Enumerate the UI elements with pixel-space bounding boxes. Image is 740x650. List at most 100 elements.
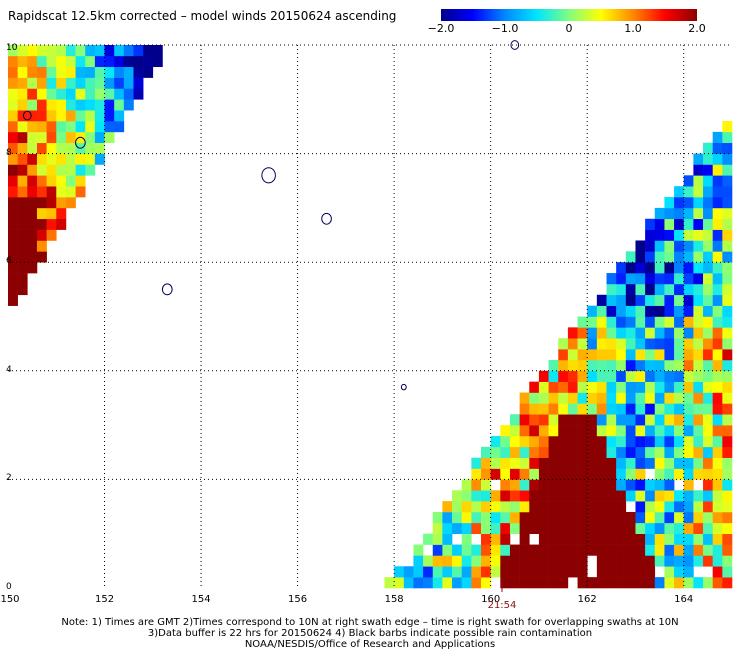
heatmap-cell bbox=[654, 511, 665, 524]
heatmap-cell bbox=[17, 66, 28, 78]
heatmap-cell bbox=[46, 186, 57, 198]
heatmap-cell bbox=[509, 522, 520, 534]
heatmap-cell bbox=[635, 273, 646, 285]
heatmap-cell bbox=[703, 511, 713, 524]
heatmap-cell bbox=[596, 370, 607, 382]
heatmap-cell bbox=[722, 392, 733, 404]
heatmap-cell bbox=[519, 522, 530, 534]
heatmap-cell bbox=[471, 501, 482, 513]
heatmap-cell bbox=[27, 240, 38, 252]
heatmap-cell bbox=[143, 66, 154, 78]
heatmap-cell bbox=[693, 435, 704, 448]
heatmap-cell bbox=[567, 403, 578, 415]
y-tick-label: 4 bbox=[6, 364, 12, 375]
heatmap-cell bbox=[481, 457, 491, 469]
heatmap-cell bbox=[596, 327, 607, 339]
heatmap-cell bbox=[56, 77, 67, 89]
heatmap-cell bbox=[683, 403, 694, 415]
heatmap-cell bbox=[625, 316, 636, 328]
heatmap-cell bbox=[442, 511, 453, 524]
heatmap-cell bbox=[712, 175, 723, 187]
heatmap-cell bbox=[548, 479, 559, 491]
heatmap-cell bbox=[693, 164, 704, 176]
heatmap-cell bbox=[674, 197, 685, 209]
heatmap-cell bbox=[645, 490, 656, 502]
heatmap-cell bbox=[85, 110, 96, 122]
heatmap-cell bbox=[683, 262, 694, 274]
heatmap-cell bbox=[645, 511, 656, 524]
heatmap-cell bbox=[606, 294, 617, 306]
heatmap-cell bbox=[461, 522, 472, 534]
heatmap-cell bbox=[635, 251, 646, 263]
heatmap-cell bbox=[635, 381, 646, 393]
heatmap-cell bbox=[27, 121, 38, 133]
heatmap-cell bbox=[674, 457, 685, 469]
heatmap-cell bbox=[471, 544, 482, 556]
heatmap-cell bbox=[635, 414, 646, 426]
heatmap-cell bbox=[664, 533, 675, 545]
heatmap-cell bbox=[481, 490, 491, 502]
heatmap-cell bbox=[490, 566, 501, 578]
island-outline bbox=[161, 283, 173, 296]
heatmap-cell bbox=[654, 490, 665, 502]
heatmap-cell bbox=[712, 501, 723, 513]
heatmap-cell bbox=[46, 229, 57, 241]
heatmap-cell bbox=[442, 522, 453, 534]
heatmap-cell bbox=[85, 121, 96, 133]
heatmap-cell bbox=[529, 490, 540, 502]
heatmap-cell bbox=[683, 370, 694, 382]
heatmap-cell bbox=[133, 66, 144, 78]
heatmap-cell bbox=[645, 327, 656, 339]
heatmap-cell bbox=[645, 566, 656, 578]
heatmap-cell bbox=[17, 45, 28, 57]
heatmap-cell bbox=[558, 479, 569, 491]
heatmap-cell bbox=[693, 403, 704, 415]
heatmap-cell bbox=[664, 240, 675, 252]
heatmap-cell bbox=[56, 207, 67, 220]
heatmap-cell bbox=[509, 425, 520, 437]
heatmap-cell bbox=[712, 490, 723, 502]
heatmap-cell bbox=[75, 45, 86, 57]
heatmap-cell bbox=[548, 468, 559, 480]
heatmap-cell bbox=[587, 511, 598, 524]
heatmap-cell bbox=[722, 251, 733, 263]
heatmap-cell bbox=[17, 153, 28, 165]
heatmap-cell bbox=[654, 425, 665, 437]
heatmap-cell bbox=[625, 511, 636, 524]
heatmap-cell bbox=[596, 349, 607, 361]
heatmap-cell bbox=[509, 479, 520, 491]
heatmap-cell bbox=[56, 142, 67, 154]
heatmap-cell bbox=[703, 435, 713, 448]
heatmap-cell bbox=[683, 316, 694, 328]
heatmap-cell bbox=[635, 327, 646, 339]
heatmap-cell bbox=[693, 359, 704, 372]
heatmap-cell bbox=[509, 566, 520, 578]
heatmap-cell bbox=[577, 490, 588, 502]
heatmap-cell bbox=[394, 577, 405, 589]
heatmap-cell bbox=[654, 392, 665, 404]
heatmap-cell bbox=[625, 425, 636, 437]
heatmap-cell bbox=[114, 55, 125, 68]
heatmap-cell bbox=[56, 218, 67, 230]
heatmap-cell bbox=[616, 392, 627, 404]
heatmap-cell bbox=[693, 316, 704, 328]
heatmap-cell bbox=[529, 392, 540, 404]
heatmap-cell bbox=[519, 457, 530, 469]
heatmap-cell bbox=[654, 381, 665, 393]
heatmap-cell bbox=[703, 414, 713, 426]
heatmap-cell bbox=[625, 566, 636, 578]
heatmap-cell bbox=[519, 511, 530, 524]
heatmap-cell bbox=[596, 490, 607, 502]
y-tick-label: 2 bbox=[6, 473, 12, 484]
x-tick-label: 150 bbox=[0, 594, 20, 605]
heatmap-cell bbox=[703, 294, 713, 306]
heatmap-cell bbox=[596, 316, 607, 328]
heatmap-cell bbox=[490, 522, 501, 534]
heatmap-cell bbox=[625, 522, 636, 534]
heatmap-cell bbox=[625, 490, 636, 502]
heatmap-cell bbox=[596, 533, 607, 545]
heatmap-cell bbox=[481, 522, 491, 534]
heatmap-cell bbox=[548, 566, 559, 578]
heatmap-cell bbox=[558, 403, 569, 415]
heatmap-cell bbox=[509, 457, 520, 469]
